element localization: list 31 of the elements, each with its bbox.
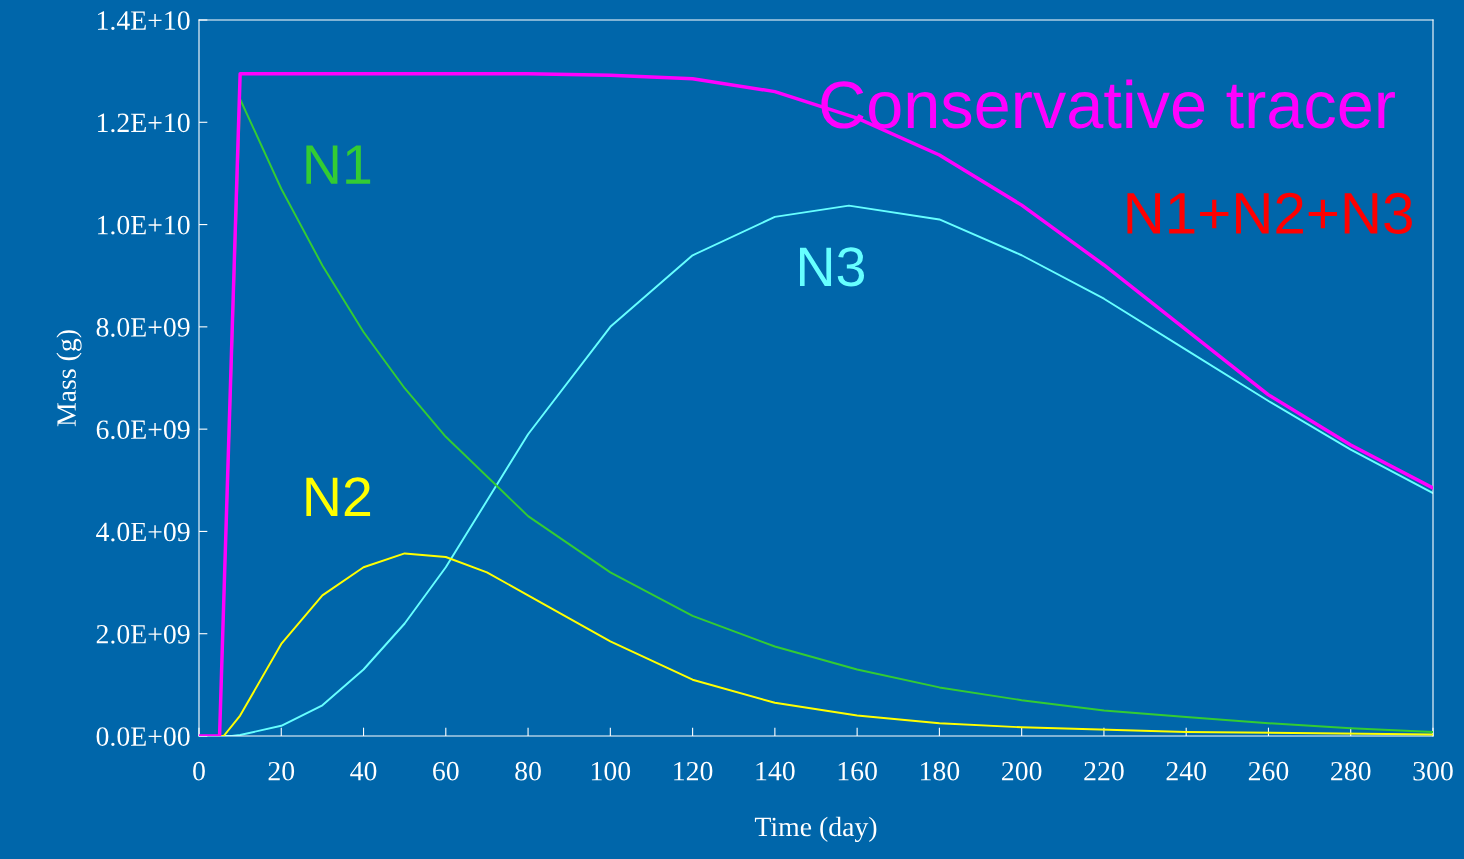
y-tick-label: 2.0E+09 bbox=[96, 624, 190, 644]
y-tick-label: 4.0E+09 bbox=[96, 522, 190, 542]
y-tick-label: 1.2E+10 bbox=[97, 113, 190, 133]
y-tick-label: 1.0E+10 bbox=[97, 215, 190, 235]
x-axis-title: Time (day) bbox=[754, 816, 877, 843]
x-tick-label: 60 bbox=[433, 761, 459, 781]
x-tick-label: 220 bbox=[1084, 761, 1124, 781]
x-tick-label: 80 bbox=[515, 761, 541, 781]
x-tick-label: 120 bbox=[674, 761, 713, 781]
y-tick-label: 0.0E+00 bbox=[96, 727, 190, 747]
x-tick-label: 260 bbox=[1248, 761, 1289, 781]
annotation: N1+N2+N3 bbox=[1127, 192, 1412, 235]
y-tick-label: 6.0E+09 bbox=[96, 420, 190, 440]
x-tick-label: 0 bbox=[193, 761, 205, 781]
series-label: N2 bbox=[306, 477, 371, 517]
x-tick-label: 280 bbox=[1331, 761, 1371, 781]
x-tick-label: 140 bbox=[756, 761, 795, 781]
series-label: N1 bbox=[306, 145, 371, 184]
series-label: N3 bbox=[799, 247, 865, 287]
x-tick-label: 160 bbox=[838, 761, 877, 781]
y-axis-title: Mass (g) bbox=[56, 330, 82, 427]
x-tick-label: 180 bbox=[921, 761, 960, 781]
x-tick-label: 200 bbox=[1002, 761, 1042, 781]
x-tick-label: 300 bbox=[1413, 761, 1453, 781]
x-tick-label: 100 bbox=[591, 761, 631, 781]
y-tick-label: 8.0E+09 bbox=[96, 318, 190, 337]
x-tick-label: 40 bbox=[350, 761, 377, 781]
y-tick-label: 1.4E+10 bbox=[97, 11, 190, 31]
series-label: Conservative tracer bbox=[821, 79, 1395, 129]
x-tick-label: 20 bbox=[268, 761, 295, 781]
x-tick-label: 240 bbox=[1166, 761, 1206, 781]
